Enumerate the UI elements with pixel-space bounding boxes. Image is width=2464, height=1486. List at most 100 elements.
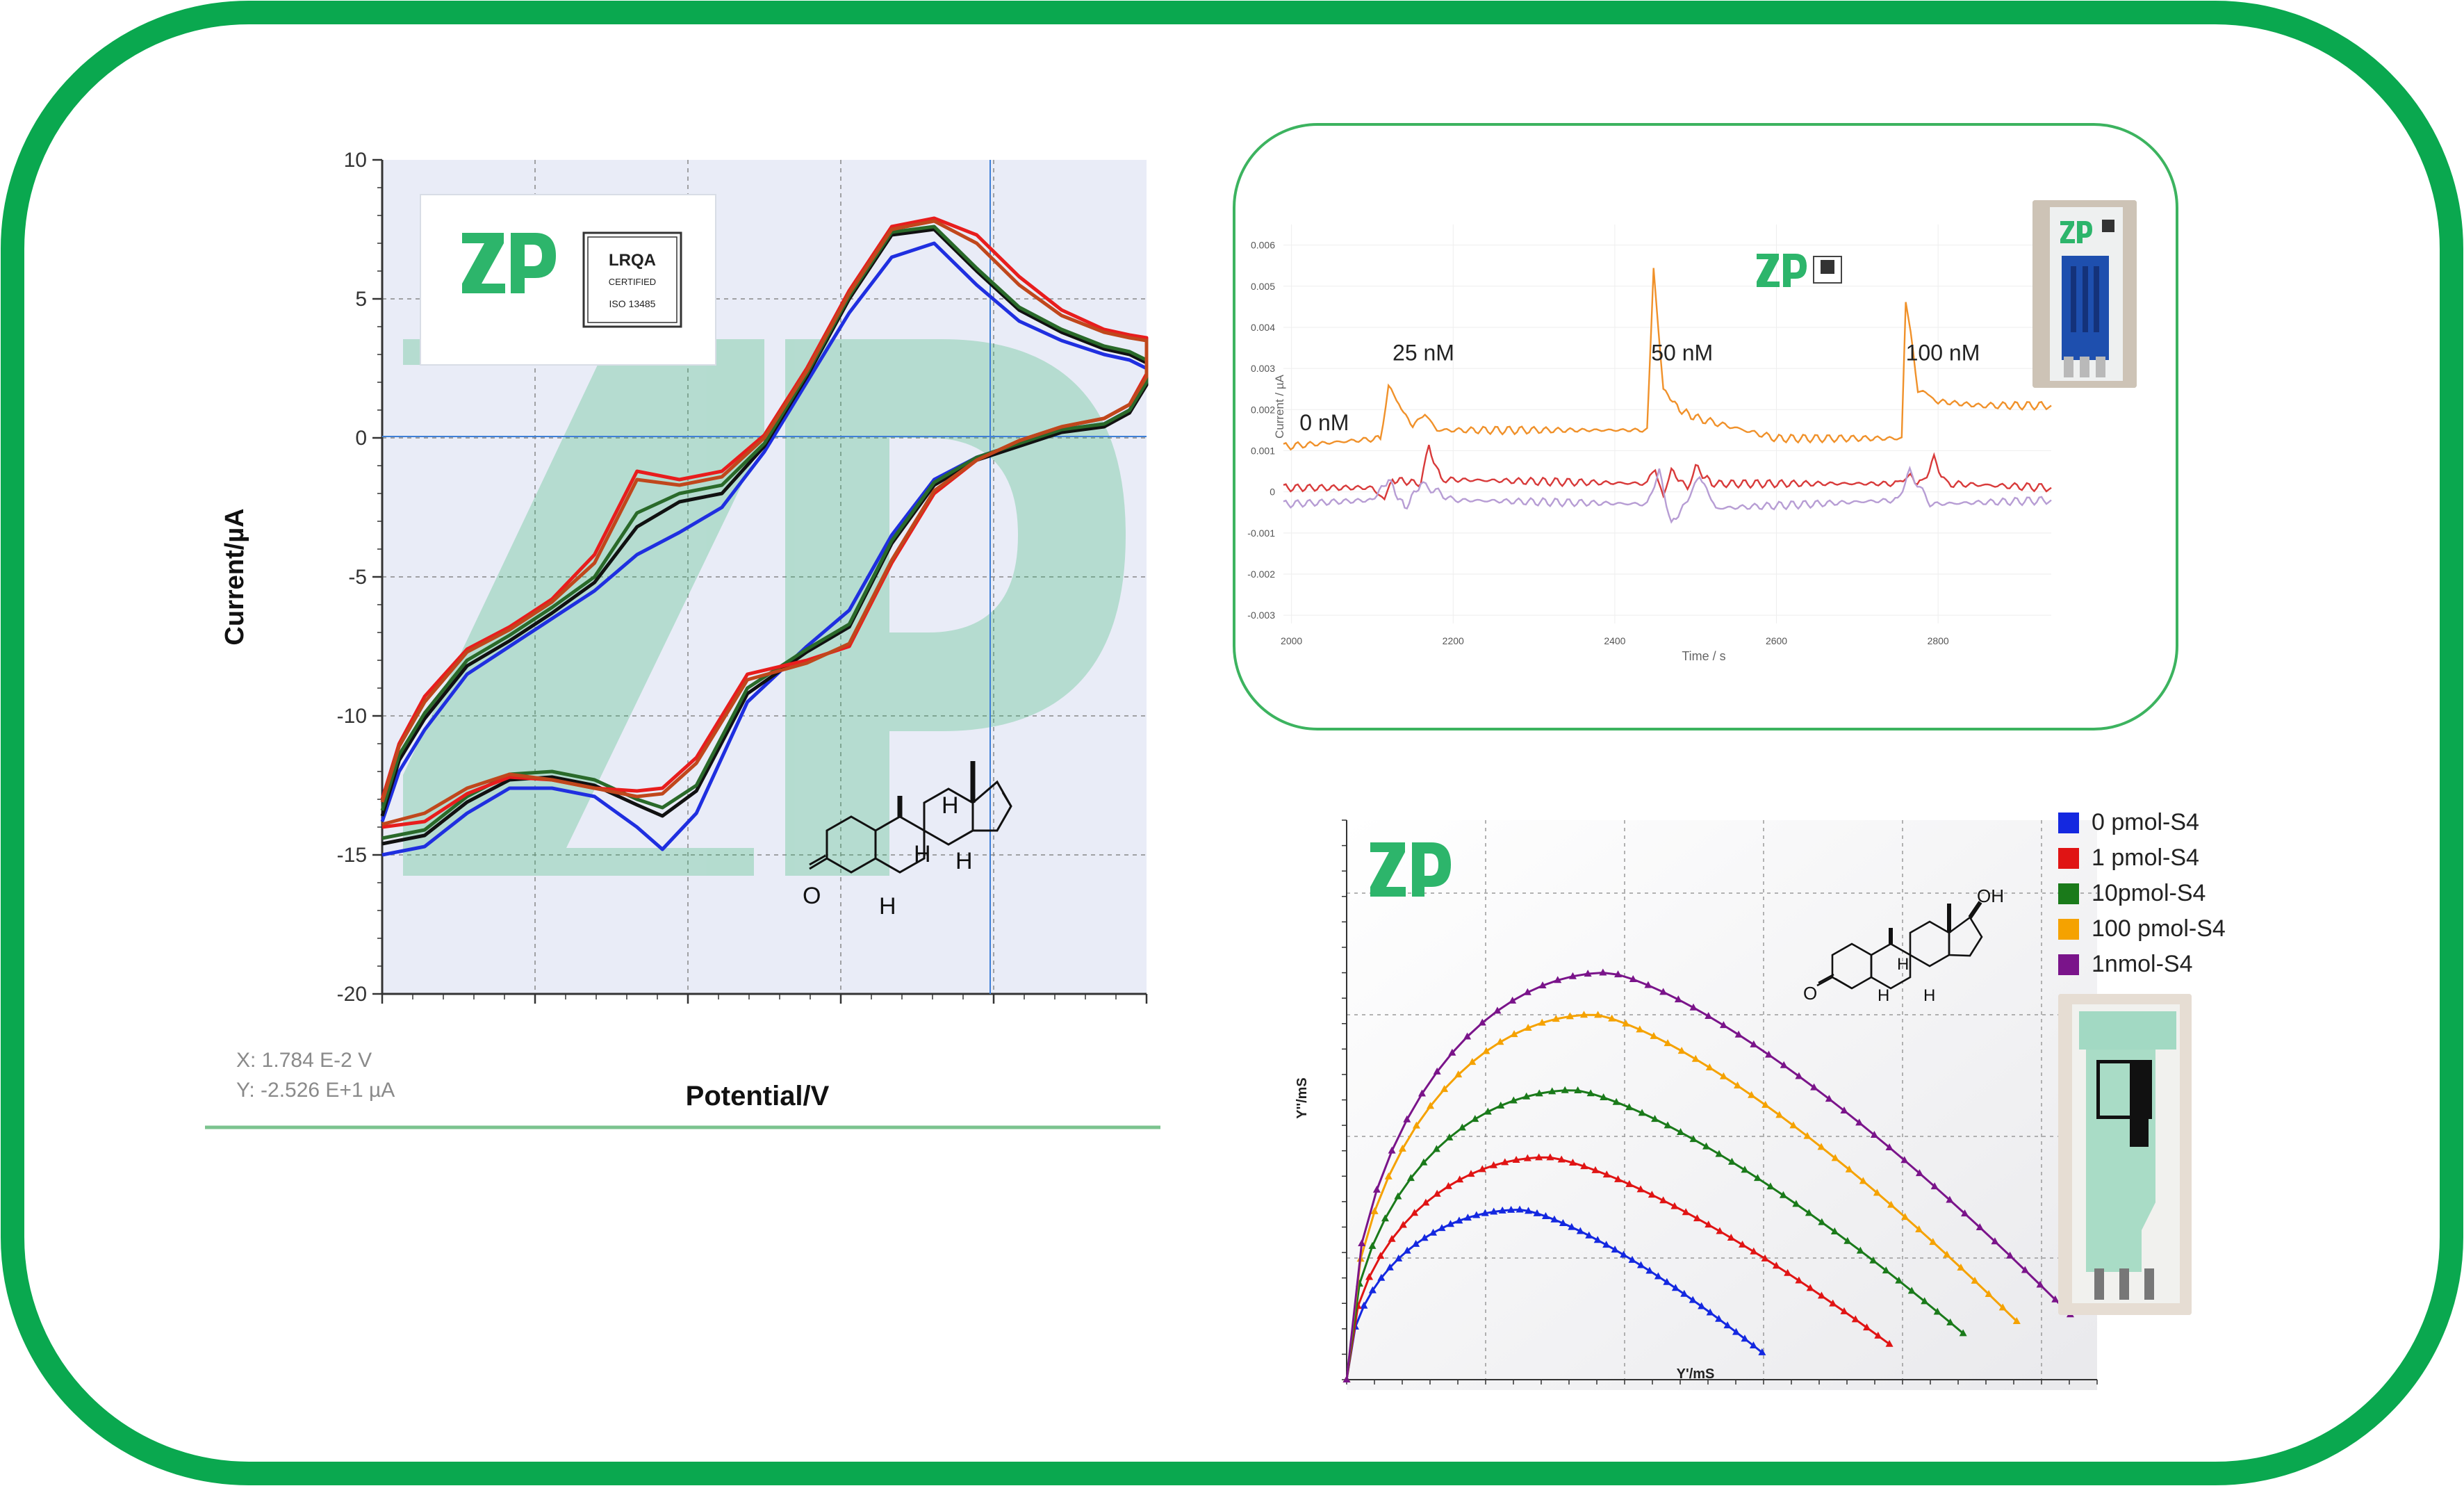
lrqa-certified-text: CERTIFIED: [609, 277, 656, 287]
eis-data-point: [1957, 1264, 1965, 1271]
amp-annotations: 0 nM 25 nM 50 nM 100 nM: [1299, 340, 1980, 435]
eis-data-point: [1840, 1107, 1848, 1114]
eis-data-point: [1478, 1165, 1486, 1173]
eis-data-point: [1961, 1209, 1969, 1217]
eis-data-point: [2036, 1280, 2044, 1288]
amp-x-tick-label: 2600: [1766, 635, 1787, 646]
cv-x-axis-label: Potential/V: [686, 1081, 830, 1111]
eis-data-point: [1900, 1156, 1909, 1164]
zp-small-logo-p-icon: [1783, 254, 1807, 287]
eis-data-point: [1446, 1220, 1454, 1227]
zp-lrqa-logo-card: LRQA CERTIFIED ISO 13485: [420, 194, 716, 366]
amp-series-group: [1283, 268, 2052, 524]
amp-series-line: [1283, 268, 2052, 451]
amp-y-tick-label: -0.003: [1247, 610, 1275, 621]
eis-data-point: [1594, 1011, 1602, 1018]
eis-data-point: [1411, 1209, 1419, 1216]
eis-data-point: [1386, 1263, 1394, 1271]
eis-data-point: [1585, 1231, 1593, 1239]
eis-data-point: [1758, 1348, 1766, 1355]
eis-data-point: [1845, 1165, 1853, 1173]
eis-data-point: [1422, 1198, 1430, 1206]
eis-data-point: [1874, 1331, 1882, 1339]
structure-h-label-1: H: [879, 893, 896, 920]
eis-data-point: [1882, 1266, 1890, 1274]
eis-data-point: [1946, 1318, 1955, 1325]
eis-structure-h-2: H: [1878, 986, 1889, 1005]
eis-data-point: [1741, 1334, 1749, 1342]
eis-data-point: [1775, 1111, 1784, 1118]
eis-data-point: [1638, 1109, 1646, 1116]
eis-data-point: [1792, 1200, 1800, 1207]
amp-concentration-label: 50 nM: [1651, 340, 1713, 365]
eis-data-point: [1614, 1175, 1623, 1182]
amp-y-tick-label: 0.002: [1251, 404, 1275, 415]
eis-data-point: [1554, 976, 1562, 983]
eis-data-point: [1840, 1307, 1848, 1314]
eis-data-point: [1538, 981, 1547, 988]
legend-item: 1nmol-S4: [2058, 947, 2288, 982]
eis-data-point: [1360, 1301, 1368, 1309]
eis-data-point: [1418, 1089, 1426, 1097]
eis-data-point: [1663, 1277, 1671, 1285]
eis-data-point: [1498, 1206, 1506, 1214]
eis-data-point: [1766, 1182, 1775, 1190]
eis-data-point: [1509, 1096, 1518, 1104]
eis-data-point: [1429, 1228, 1438, 1236]
eis-data-point: [1998, 1303, 2007, 1311]
eis-data-point: [1342, 1375, 1351, 1382]
eis-data-point: [1599, 968, 1607, 976]
eis-data-point: [1484, 1107, 1492, 1115]
eis-data-point: [1719, 1021, 1727, 1029]
eis-data-point: [1501, 1158, 1509, 1166]
eis-data-point: [1471, 1115, 1479, 1122]
eis-data-point: [1855, 1118, 1864, 1126]
sensor-strip-photo-2: [2058, 994, 2192, 1315]
eis-legend: 0 pmol-S4 1 pmol-S4 10pmol-S4 100 pmol-S…: [2058, 805, 2288, 982]
eis-data-point: [1427, 1102, 1435, 1109]
eis-data-point: [2021, 1266, 2029, 1273]
eis-data-point: [1490, 1207, 1498, 1215]
eis-data-point: [1574, 1086, 1582, 1093]
eis-y-axis-label: Y''/mS: [1295, 1077, 1310, 1119]
cv-y-tick-label: -10: [337, 705, 367, 728]
eis-data-point: [1533, 1209, 1541, 1216]
legend-label: 0 pmol-S4: [2092, 809, 2199, 835]
eis-data-point: [1580, 1162, 1588, 1170]
eis-data-point: [1497, 1101, 1505, 1109]
eis-data-point: [1671, 1284, 1679, 1291]
eis-data-point: [1472, 1211, 1481, 1218]
eis-data-point: [1516, 1205, 1524, 1213]
eis-data-point: [1873, 1189, 1881, 1196]
eis-data-point: [1648, 1191, 1656, 1198]
eis-data-point: [1628, 1255, 1636, 1263]
eis-data-point: [1433, 1189, 1441, 1197]
amp-concentration-label: 100 nM: [1906, 340, 1980, 365]
eis-data-point: [1825, 1095, 1833, 1102]
eis-data-point: [1602, 1241, 1611, 1248]
eis-data-point: [1702, 1142, 1710, 1150]
eis-data-point: [1705, 1220, 1713, 1228]
amp-rounded-border: [1233, 123, 2178, 730]
cv-y-ticks: 10 5 0 -5 -10 -15 -20: [337, 149, 382, 1006]
eis-data-point: [1885, 1339, 1894, 1347]
eis-data-point: [1432, 1145, 1440, 1152]
eis-data-point: [1650, 1031, 1658, 1039]
eis-data-point: [1493, 1006, 1502, 1014]
eis-data-point: [1817, 1143, 1825, 1150]
eis-data-point: [1805, 1209, 1813, 1216]
eis-data-point: [1448, 1048, 1456, 1056]
eis-data-point: [1651, 1115, 1659, 1122]
eis-data-point: [1420, 1158, 1428, 1166]
eis-data-point: [1991, 1237, 1999, 1245]
eis-data-point: [1372, 1185, 1381, 1193]
structure-h-label-3: H: [955, 848, 973, 874]
eis-data-point: [1929, 1238, 1937, 1246]
eis-data-point: [1625, 1179, 1634, 1187]
eis-data-point: [1659, 988, 1668, 995]
eis-data-point: [1693, 1214, 1701, 1222]
eis-data-point: [1716, 1227, 1724, 1234]
amperometry-chart: 0.006 0.005 0.004 0.003 0.002 0.001 0 -0.001 -0.…: [1233, 123, 2178, 730]
eis-data-point: [1946, 1195, 1954, 1203]
cv-y-axis-label: Current/µA: [220, 508, 249, 645]
